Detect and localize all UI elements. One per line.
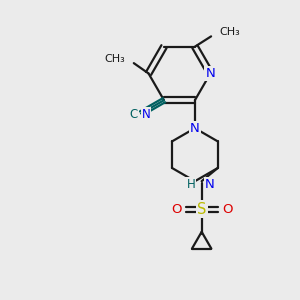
- Text: O: O: [222, 203, 232, 216]
- Text: S: S: [197, 202, 206, 217]
- Text: CH₃: CH₃: [105, 54, 126, 64]
- Text: C: C: [130, 108, 138, 122]
- Text: N: N: [142, 108, 150, 122]
- Text: N: N: [205, 178, 215, 190]
- Text: O: O: [171, 203, 181, 216]
- Text: N: N: [206, 67, 215, 80]
- Text: CH₃: CH₃: [219, 27, 240, 37]
- Text: H: H: [186, 178, 195, 190]
- Text: N: N: [190, 122, 200, 135]
